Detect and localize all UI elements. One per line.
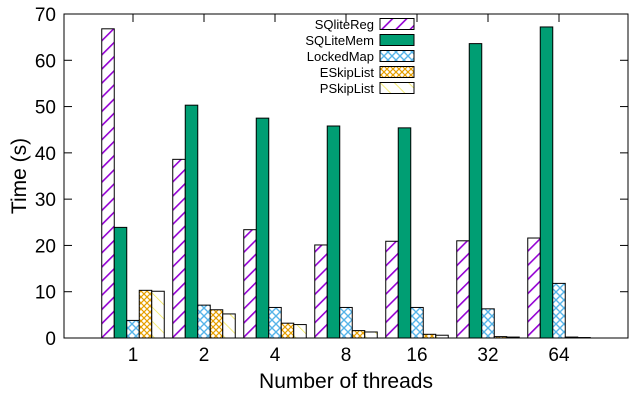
x-tick-label: 32 xyxy=(477,345,498,366)
y-tick-label: 20 xyxy=(35,236,56,257)
bar-series-group xyxy=(101,26,591,339)
bar-sqlitemem-2 xyxy=(184,104,199,339)
bar-lockedmap-8 xyxy=(339,306,353,339)
y-tick-label: 40 xyxy=(35,144,56,165)
bar-lockedmap-4 xyxy=(268,306,282,339)
bar-sqlitereg-4 xyxy=(243,229,257,339)
y-tick-label: 10 xyxy=(35,283,56,304)
bar-pskiplist-16 xyxy=(435,334,449,339)
x-tick-label: 4 xyxy=(270,345,281,366)
legend: SQliteRegSQLiteMemLockedMapESkipListPSki… xyxy=(305,17,415,96)
bar-eskiplist-64 xyxy=(564,336,579,339)
bar-lockedmap-64 xyxy=(552,282,566,339)
bar-sqlitemem-4 xyxy=(255,117,270,339)
bar-lockedmap-1 xyxy=(126,319,140,339)
bar-pskiplist-1 xyxy=(151,290,165,339)
bar-lockedmap-2 xyxy=(197,304,211,339)
x-tick-label: 8 xyxy=(341,345,352,366)
legend-label: SQLiteMem xyxy=(305,33,374,48)
x-tick-label: 2 xyxy=(199,345,210,366)
x-axis-title: Number of threads xyxy=(259,370,433,393)
legend-label: LockedMap xyxy=(307,49,374,64)
bar-lockedmap-16 xyxy=(410,306,424,339)
legend-swatch-pskiplist xyxy=(379,82,415,94)
bar-pskiplist-8 xyxy=(364,331,378,339)
y-tick-label: 0 xyxy=(45,329,56,350)
x-tick-label: 16 xyxy=(406,345,427,366)
legend-label: SQliteReg xyxy=(315,17,374,32)
bar-eskiplist-8 xyxy=(351,330,366,339)
y-tick-label: 30 xyxy=(35,190,56,211)
y-axis-title: Time (s) xyxy=(8,138,31,214)
legend-swatch-eskiplist xyxy=(379,66,415,78)
bar-sqlitereg-2 xyxy=(172,158,186,339)
bar-eskiplist-2 xyxy=(209,309,224,339)
y-axis: 0 10 20 30 40 50 60 70 xyxy=(35,5,628,350)
bar-sqlitereg-16 xyxy=(385,240,399,339)
y-tick-label: 50 xyxy=(35,98,56,119)
x-tick-label: 64 xyxy=(548,345,570,366)
bar-sqlitemem-1 xyxy=(113,226,128,339)
bar-sqlitemem-32 xyxy=(468,43,483,339)
bar-lockedmap-32 xyxy=(481,308,495,339)
legend-label: PSkipList xyxy=(320,81,375,96)
bar-sqlitereg-1 xyxy=(101,28,115,339)
bar-eskiplist-32 xyxy=(493,336,508,339)
bar-sqlitemem-16 xyxy=(397,127,412,339)
bar-sqlitereg-64 xyxy=(527,237,541,339)
bar-pskiplist-4 xyxy=(293,324,307,339)
bar-eskiplist-4 xyxy=(280,322,295,339)
bar-pskiplist-32 xyxy=(506,336,520,339)
bar-sqlitereg-8 xyxy=(314,244,328,339)
bar-pskiplist-2 xyxy=(222,313,236,339)
y-tick-label: 70 xyxy=(35,5,56,26)
legend-swatch-sqlitereg xyxy=(379,18,415,30)
bar-eskiplist-1 xyxy=(138,289,153,339)
legend-label: ESkipList xyxy=(320,65,375,80)
bar-eskiplist-16 xyxy=(422,333,437,339)
bar-sqlitemem-8 xyxy=(326,125,341,339)
x-tick-label: 1 xyxy=(128,345,139,366)
legend-swatch-lockedmap xyxy=(379,50,415,62)
bar-sqlitereg-32 xyxy=(456,240,470,339)
y-tick-label: 60 xyxy=(35,51,56,72)
legend-swatch-sqlitemem xyxy=(379,34,415,46)
bar-sqlitemem-64 xyxy=(539,26,554,339)
